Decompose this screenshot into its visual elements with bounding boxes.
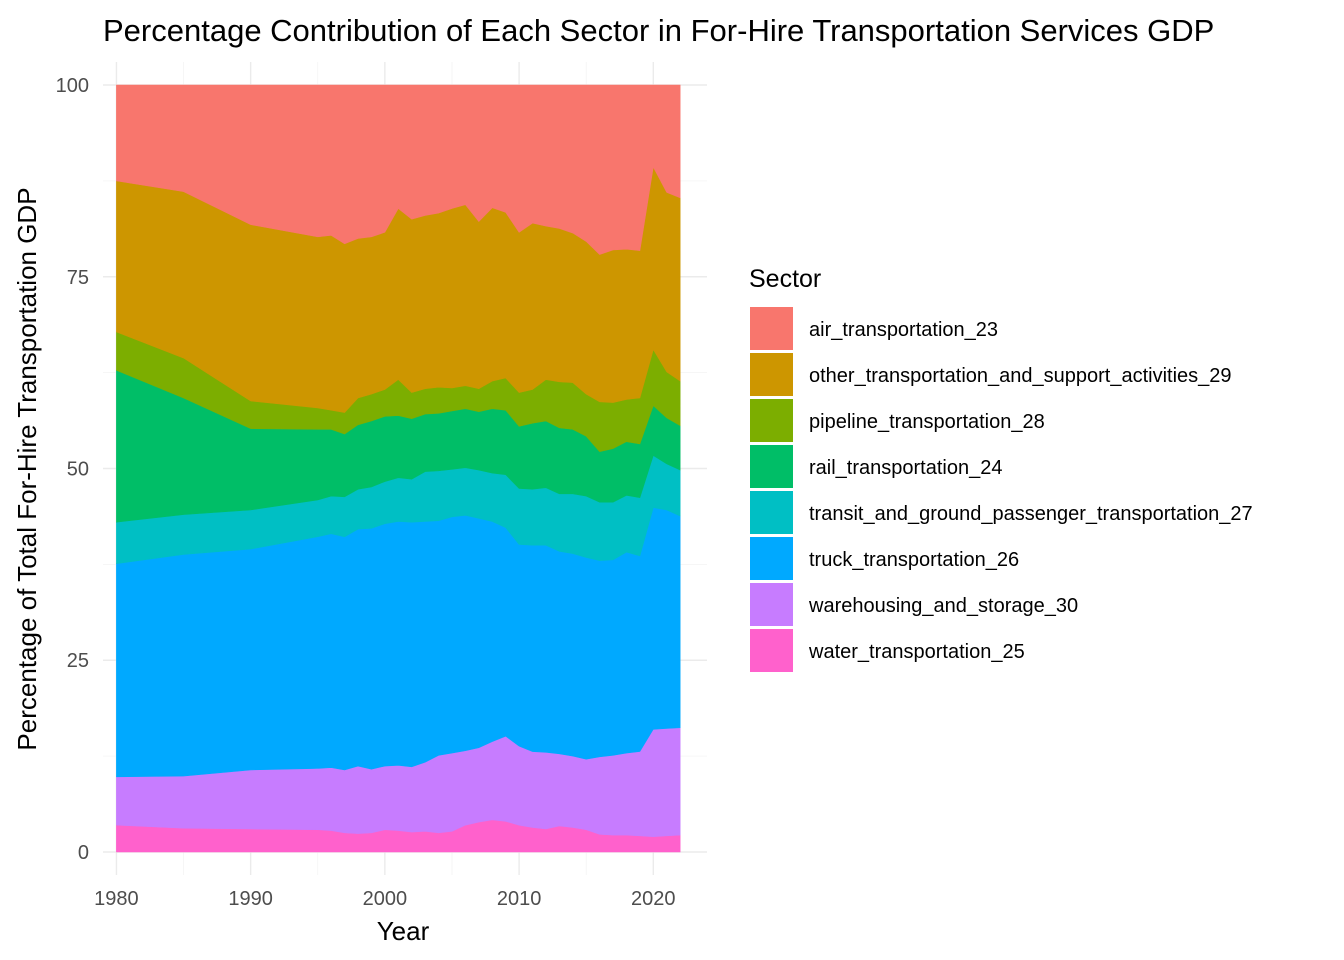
legend-key-air_transportation_23 <box>750 307 793 350</box>
legend-label-other_transportation_and_support_activities_29: other_transportation_and_support_activit… <box>809 365 1232 387</box>
legend-key-other_transportation_and_support_activities_29 <box>750 353 793 396</box>
legend-key-warehousing_and_storage_30 <box>750 583 793 626</box>
legend-label-air_transportation_23: air_transportation_23 <box>809 319 998 341</box>
x-tick-label: 2020 <box>631 888 676 910</box>
legend-key-water_transportation_25 <box>750 629 793 672</box>
y-tick-label: 25 <box>67 650 89 672</box>
x-tick-label: 2010 <box>497 888 542 910</box>
x-axis-title: Year <box>377 916 430 946</box>
area-air_transportation_23 <box>116 84 681 255</box>
y-tick-label: 50 <box>67 459 89 481</box>
y-tick-label: 75 <box>67 267 89 289</box>
legend-key-transit_and_ground_passenger_transportation_27 <box>750 491 793 534</box>
chart-title: Percentage Contribution of Each Sector i… <box>103 13 1214 48</box>
x-tick-labels: 1980 1990 2000 2010 2020 <box>94 888 675 910</box>
legend-label-rail_transportation_24: rail_transportation_24 <box>809 457 1002 479</box>
legend-label-transit_and_ground_passenger_transportation_27: transit_and_ground_passenger_transportat… <box>809 503 1253 525</box>
legend-label-truck_transportation_26: truck_transportation_26 <box>809 549 1019 571</box>
legend-label-warehousing_and_storage_30: warehousing_and_storage_30 <box>808 595 1078 617</box>
legend: Sector air_transportation_23 other_transp… <box>749 265 1253 672</box>
legend-label-water_transportation_25: water_transportation_25 <box>808 641 1025 663</box>
y-tick-label: 0 <box>78 842 89 864</box>
legend-key-rail_transportation_24 <box>750 445 793 488</box>
x-tick-label: 1980 <box>94 888 139 910</box>
legend-label-pipeline_transportation_28: pipeline_transportation_28 <box>809 411 1045 433</box>
legend-title: Sector <box>749 265 821 293</box>
y-tick-label: 100 <box>56 75 89 97</box>
legend-key-pipeline_transportation_28 <box>750 399 793 442</box>
legend-key-truck_transportation_26 <box>750 537 793 580</box>
area-series <box>116 84 681 853</box>
y-axis-title: Percentage of Total For-Hire Transportat… <box>12 187 42 750</box>
y-tick-labels: 0 25 50 75 100 <box>56 75 89 864</box>
x-tick-label: 1990 <box>228 888 273 910</box>
x-tick-label: 2000 <box>363 888 408 910</box>
